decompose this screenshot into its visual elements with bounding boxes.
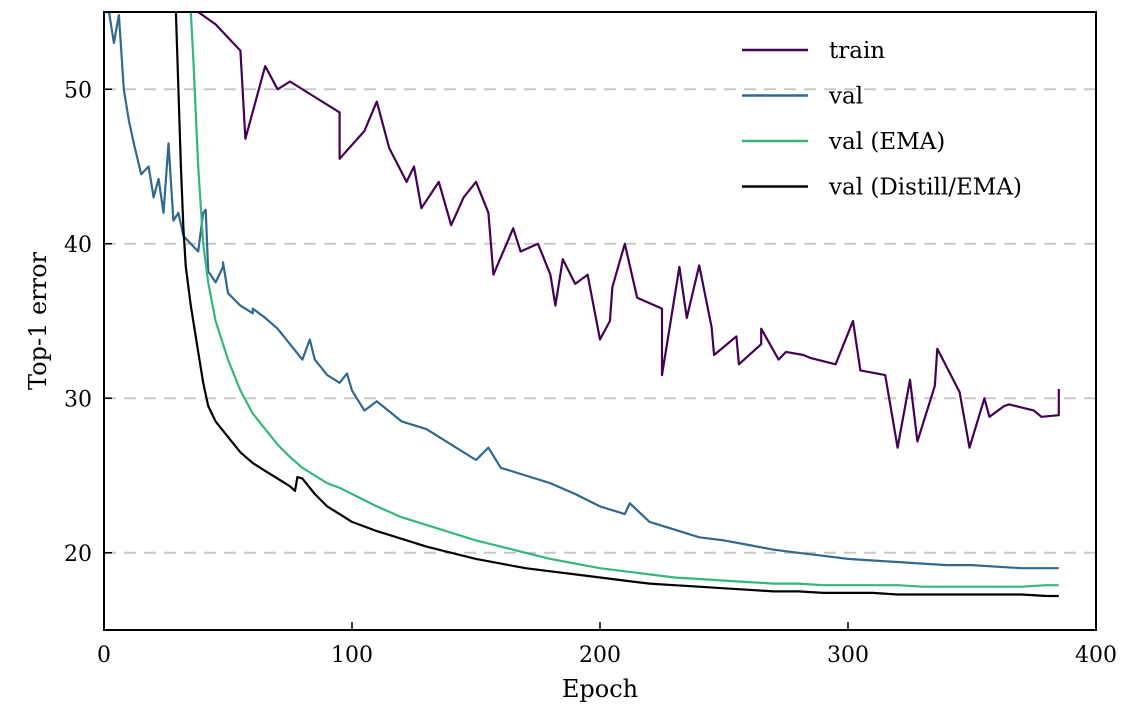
legend-label-1: val — [828, 84, 863, 110]
x-axis-label: Epoch — [562, 675, 638, 703]
x-tick-label-300: 300 — [827, 643, 869, 668]
y-tick-label-20: 20 — [64, 542, 92, 567]
series-line-1 — [104, 12, 1059, 570]
legend-label-0: train — [829, 38, 885, 64]
series-line-2 — [189, 12, 1059, 588]
series-line-0 — [197, 12, 1060, 449]
legend: train val val (EMA) val (Distill/EMA) — [742, 38, 1022, 201]
tick-layer: 0 100 200 300 400 20 30 40 50 — [64, 78, 1117, 668]
grid-layer — [104, 88, 1096, 554]
legend-label-3: val (Distill/EMA) — [828, 175, 1022, 201]
x-tick-label-100: 100 — [331, 643, 373, 668]
series-line-3 — [174, 12, 1059, 598]
y-tick-label-40: 40 — [64, 233, 92, 258]
series-layer — [104, 12, 1060, 598]
x-tick-label-200: 200 — [579, 643, 621, 668]
plot-frame — [103, 11, 1097, 631]
x-tick-label-400: 400 — [1075, 643, 1117, 668]
y-tick-label-50: 50 — [64, 78, 92, 103]
y-tick-label-30: 30 — [64, 387, 92, 412]
x-tick-label-0: 0 — [97, 643, 111, 668]
y-axis-label: Top-1 error — [24, 251, 52, 390]
legend-label-2: val (EMA) — [828, 129, 945, 155]
